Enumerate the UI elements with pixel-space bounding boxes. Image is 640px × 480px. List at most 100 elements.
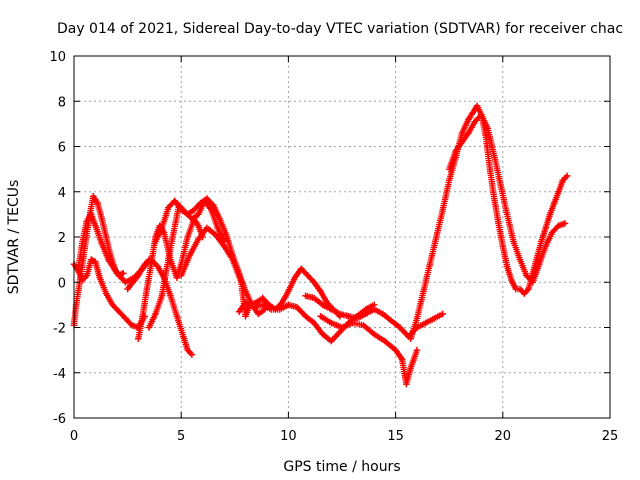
- data-point: [360, 322, 367, 329]
- data-point: [452, 147, 459, 155]
- y-tick-label: 2: [58, 231, 66, 246]
- data-point: [122, 315, 129, 322]
- data-point: [235, 308, 243, 315]
- data-point: [328, 319, 335, 327]
- y-tick-label: 8: [58, 95, 66, 110]
- y-axis-label: SDTVAR / TECUs: [6, 180, 22, 295]
- data-point: [184, 346, 191, 354]
- data-point: [536, 260, 543, 268]
- data-point: [98, 240, 106, 247]
- data-point: [446, 177, 453, 184]
- x-tick-label: 20: [495, 429, 512, 444]
- data-point: [465, 129, 472, 137]
- data-point: [521, 290, 528, 297]
- data-point: [210, 202, 217, 209]
- data-point: [420, 288, 427, 295]
- data-point: [403, 380, 410, 388]
- data-point: [216, 215, 223, 223]
- data-point: [439, 206, 446, 214]
- data-point: [135, 272, 142, 279]
- data-point: [491, 195, 498, 202]
- data-point: [503, 211, 511, 218]
- data-point: [115, 308, 123, 315]
- data-point: [291, 274, 299, 281]
- series-markers: [235, 299, 378, 345]
- data-point: [458, 138, 466, 146]
- data-point: [92, 222, 99, 229]
- data-point: [229, 256, 236, 263]
- data-point: [328, 306, 335, 313]
- data-point: [319, 331, 326, 338]
- data-point: [469, 109, 476, 116]
- data-point: [195, 211, 202, 218]
- data-point: [278, 299, 286, 306]
- data-point: [353, 315, 361, 322]
- data-point: [495, 220, 502, 227]
- data-point: [304, 272, 311, 279]
- data-point: [105, 256, 112, 263]
- data-point: [439, 310, 446, 318]
- data-point: [407, 335, 414, 343]
- data-point: [458, 129, 466, 137]
- data-point: [173, 274, 181, 281]
- data-point: [328, 337, 335, 345]
- data-point: [238, 279, 245, 286]
- data-point: [446, 165, 453, 173]
- data-point: [98, 215, 106, 223]
- data-point: [173, 312, 181, 320]
- data-point: [533, 254, 541, 261]
- data-point: [195, 222, 202, 229]
- data-point: [203, 224, 211, 232]
- data-point: [242, 299, 249, 306]
- data-point: [102, 290, 110, 297]
- data-point: [398, 355, 406, 363]
- data-point: [370, 331, 378, 338]
- data-point: [362, 310, 369, 318]
- data-point: [561, 220, 569, 227]
- x-tick-label: 5: [177, 429, 185, 444]
- data-point: [345, 312, 352, 320]
- data-point: [223, 231, 230, 238]
- data-point: [145, 324, 153, 331]
- data-point: [184, 233, 191, 241]
- data-point: [396, 324, 404, 331]
- data-point: [310, 294, 318, 302]
- data-point: [197, 199, 204, 207]
- y-tick-label: -4: [53, 367, 66, 382]
- data-point: [542, 242, 549, 250]
- data-point: [422, 319, 429, 327]
- data-point: [516, 285, 524, 293]
- data-point: [113, 270, 121, 277]
- data-point: [276, 306, 284, 313]
- data-point: [188, 351, 196, 358]
- series-sat-i: [235, 299, 378, 345]
- data-point: [551, 199, 558, 207]
- data-point: [102, 233, 110, 241]
- data-point: [83, 217, 91, 225]
- data-point: [203, 195, 211, 202]
- data-point: [195, 236, 202, 243]
- data-point: [349, 319, 356, 327]
- data-point: [298, 265, 305, 272]
- data-point: [285, 301, 292, 309]
- data-point: [302, 292, 309, 300]
- data-point: [426, 260, 434, 268]
- data-point: [152, 238, 159, 245]
- data-point: [413, 315, 421, 322]
- data-point: [141, 260, 148, 268]
- x-tick-label: 10: [280, 429, 297, 444]
- data-point: [250, 303, 258, 311]
- data-point: [190, 206, 198, 214]
- data-point: [285, 288, 292, 295]
- data-point: [259, 294, 266, 302]
- axis-ticks: 0 5 10 15 20 25 -6 -4 -2 0 2 4 6 8 10: [49, 50, 618, 444]
- data-point: [407, 365, 414, 372]
- data-point: [529, 279, 537, 286]
- data-point: [268, 306, 275, 313]
- data-point: [220, 242, 228, 250]
- series-markers: [317, 313, 421, 388]
- data-point: [124, 285, 131, 293]
- data-point: [147, 260, 155, 268]
- data-point: [139, 312, 146, 320]
